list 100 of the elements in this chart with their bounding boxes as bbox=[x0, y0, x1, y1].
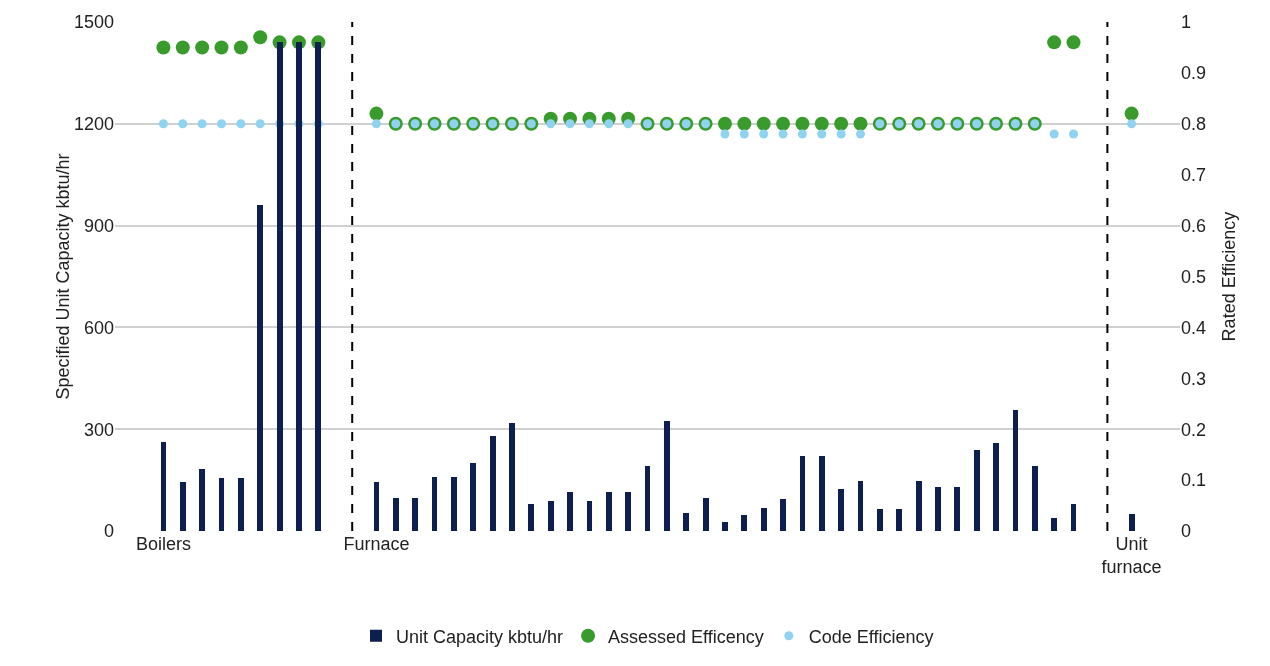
x-tick-label: Furnace bbox=[343, 534, 410, 554]
y2-tick-label: 0.4 bbox=[1181, 317, 1207, 338]
y2-tick-label: 0.8 bbox=[1181, 114, 1207, 135]
bar bbox=[567, 492, 573, 531]
point bbox=[1069, 129, 1078, 139]
bar bbox=[509, 423, 515, 531]
bar bbox=[993, 443, 999, 531]
bar bbox=[180, 482, 186, 531]
point bbox=[217, 119, 226, 129]
y-tick-label: 0 bbox=[103, 521, 114, 542]
point bbox=[197, 119, 207, 129]
bar bbox=[412, 498, 418, 531]
point bbox=[795, 116, 810, 131]
point bbox=[797, 129, 807, 139]
point bbox=[817, 129, 827, 139]
y-tick-label: 300 bbox=[83, 419, 114, 440]
point bbox=[1066, 35, 1081, 50]
bar bbox=[587, 501, 592, 531]
y2-tick-label: 0.7 bbox=[1181, 165, 1207, 185]
point bbox=[1124, 106, 1139, 121]
point bbox=[1047, 35, 1062, 50]
x-tick-label: Boilers bbox=[135, 534, 191, 554]
y2-tick-label: 0.5 bbox=[1181, 266, 1207, 287]
bar bbox=[432, 477, 437, 531]
bar bbox=[722, 522, 728, 531]
y2-axis-title: Rated Efficiency bbox=[1219, 211, 1239, 342]
point bbox=[756, 116, 771, 131]
point bbox=[623, 119, 633, 129]
bar bbox=[1071, 504, 1076, 531]
point bbox=[233, 40, 248, 55]
bar bbox=[1051, 518, 1057, 531]
bar bbox=[800, 456, 805, 531]
bar bbox=[1013, 410, 1018, 531]
bar bbox=[451, 477, 457, 531]
point bbox=[856, 129, 865, 139]
bar bbox=[896, 509, 902, 531]
bar bbox=[238, 478, 244, 531]
bar bbox=[1129, 514, 1135, 531]
point bbox=[853, 116, 868, 131]
y-tick-label: 900 bbox=[83, 215, 114, 236]
point bbox=[178, 119, 188, 129]
bar bbox=[393, 498, 399, 531]
point bbox=[739, 129, 749, 139]
bar bbox=[916, 481, 922, 531]
point bbox=[776, 116, 791, 131]
point bbox=[1127, 119, 1137, 129]
bar bbox=[683, 513, 689, 531]
y2-tick-label: 0.1 bbox=[1181, 470, 1207, 491]
bar bbox=[645, 466, 650, 531]
legend-label: Code Efficiency bbox=[808, 626, 934, 647]
bar bbox=[606, 492, 612, 531]
point bbox=[546, 119, 556, 129]
y2-tick-label: 0.6 bbox=[1181, 215, 1207, 236]
bar bbox=[1032, 466, 1038, 531]
bar bbox=[974, 450, 980, 531]
y-tick-label: 600 bbox=[83, 317, 114, 338]
bar bbox=[819, 456, 825, 531]
y-tick-label: 1200 bbox=[73, 114, 114, 135]
y2-tick-label: 0 bbox=[1181, 521, 1192, 542]
bar bbox=[858, 481, 863, 531]
y2-tick-label: 0.3 bbox=[1181, 368, 1207, 389]
point bbox=[759, 129, 769, 139]
point bbox=[836, 129, 846, 139]
point bbox=[214, 40, 229, 55]
bar bbox=[703, 498, 709, 531]
point bbox=[834, 116, 849, 131]
bar bbox=[374, 482, 379, 531]
point bbox=[778, 129, 788, 139]
bar bbox=[219, 478, 224, 531]
bar bbox=[490, 436, 496, 531]
bar bbox=[528, 504, 534, 531]
point bbox=[156, 40, 171, 55]
point bbox=[369, 106, 384, 121]
bar bbox=[257, 205, 263, 531]
point bbox=[371, 119, 381, 129]
legend-label: Assessed Efficency bbox=[608, 626, 764, 647]
bar bbox=[780, 499, 786, 531]
point bbox=[737, 116, 752, 131]
bar bbox=[954, 487, 960, 531]
bar bbox=[548, 501, 554, 531]
point bbox=[584, 119, 594, 129]
point bbox=[717, 116, 732, 131]
point bbox=[814, 116, 829, 131]
bar bbox=[877, 509, 883, 531]
point bbox=[255, 119, 265, 129]
point bbox=[253, 30, 268, 45]
point bbox=[175, 40, 190, 55]
bar bbox=[741, 515, 747, 531]
bar bbox=[199, 469, 205, 531]
bar bbox=[761, 508, 767, 531]
bar bbox=[838, 489, 844, 531]
point bbox=[158, 119, 168, 129]
bar bbox=[161, 442, 166, 531]
point bbox=[720, 129, 730, 139]
point bbox=[604, 119, 614, 129]
y2-tick-label: 0.2 bbox=[1181, 419, 1207, 440]
bar bbox=[296, 42, 302, 531]
y-axis-title: Specified Unit Capacity kbtu/hr bbox=[53, 153, 73, 400]
point bbox=[236, 119, 246, 129]
x-tick-label: Unit furnace bbox=[1101, 534, 1162, 578]
